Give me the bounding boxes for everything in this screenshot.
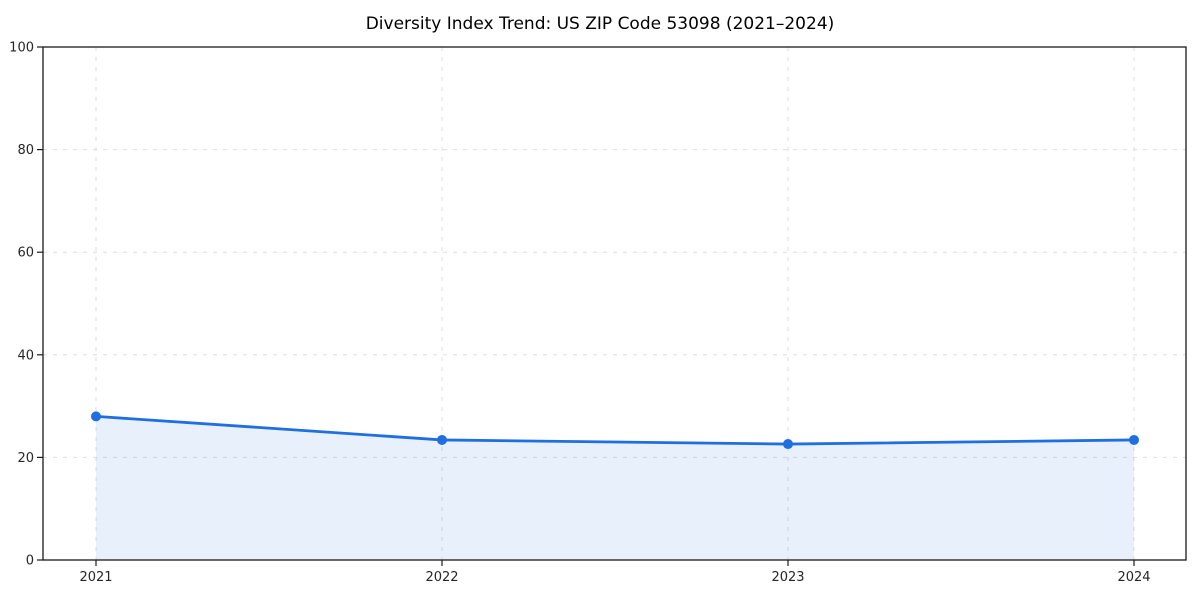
x-tick-label: 2024 [1117, 570, 1150, 585]
plot-border [42, 46, 1187, 561]
data-point-2021 [91, 411, 101, 422]
y-tick-label: 40 [17, 348, 34, 363]
area-fill [96, 416, 1134, 560]
y-tick-label: 80 [17, 143, 34, 158]
y-tick-label: 100 [9, 41, 34, 56]
data-point-2024 [1129, 434, 1139, 445]
y-tick-label: 20 [17, 451, 34, 466]
data-point-2023 [783, 439, 793, 450]
y-tick-label: 0 [26, 554, 34, 569]
x-tick-label: 2022 [425, 570, 458, 585]
x-tick-label: 2023 [771, 570, 804, 585]
data-point-2022 [437, 434, 447, 445]
chart-title: Diversity Index Trend: US ZIP Code 53098… [365, 14, 835, 34]
x-tick-label: 2021 [79, 570, 112, 585]
trend-line [94, 414, 1136, 446]
y-tick-label: 60 [17, 246, 34, 261]
